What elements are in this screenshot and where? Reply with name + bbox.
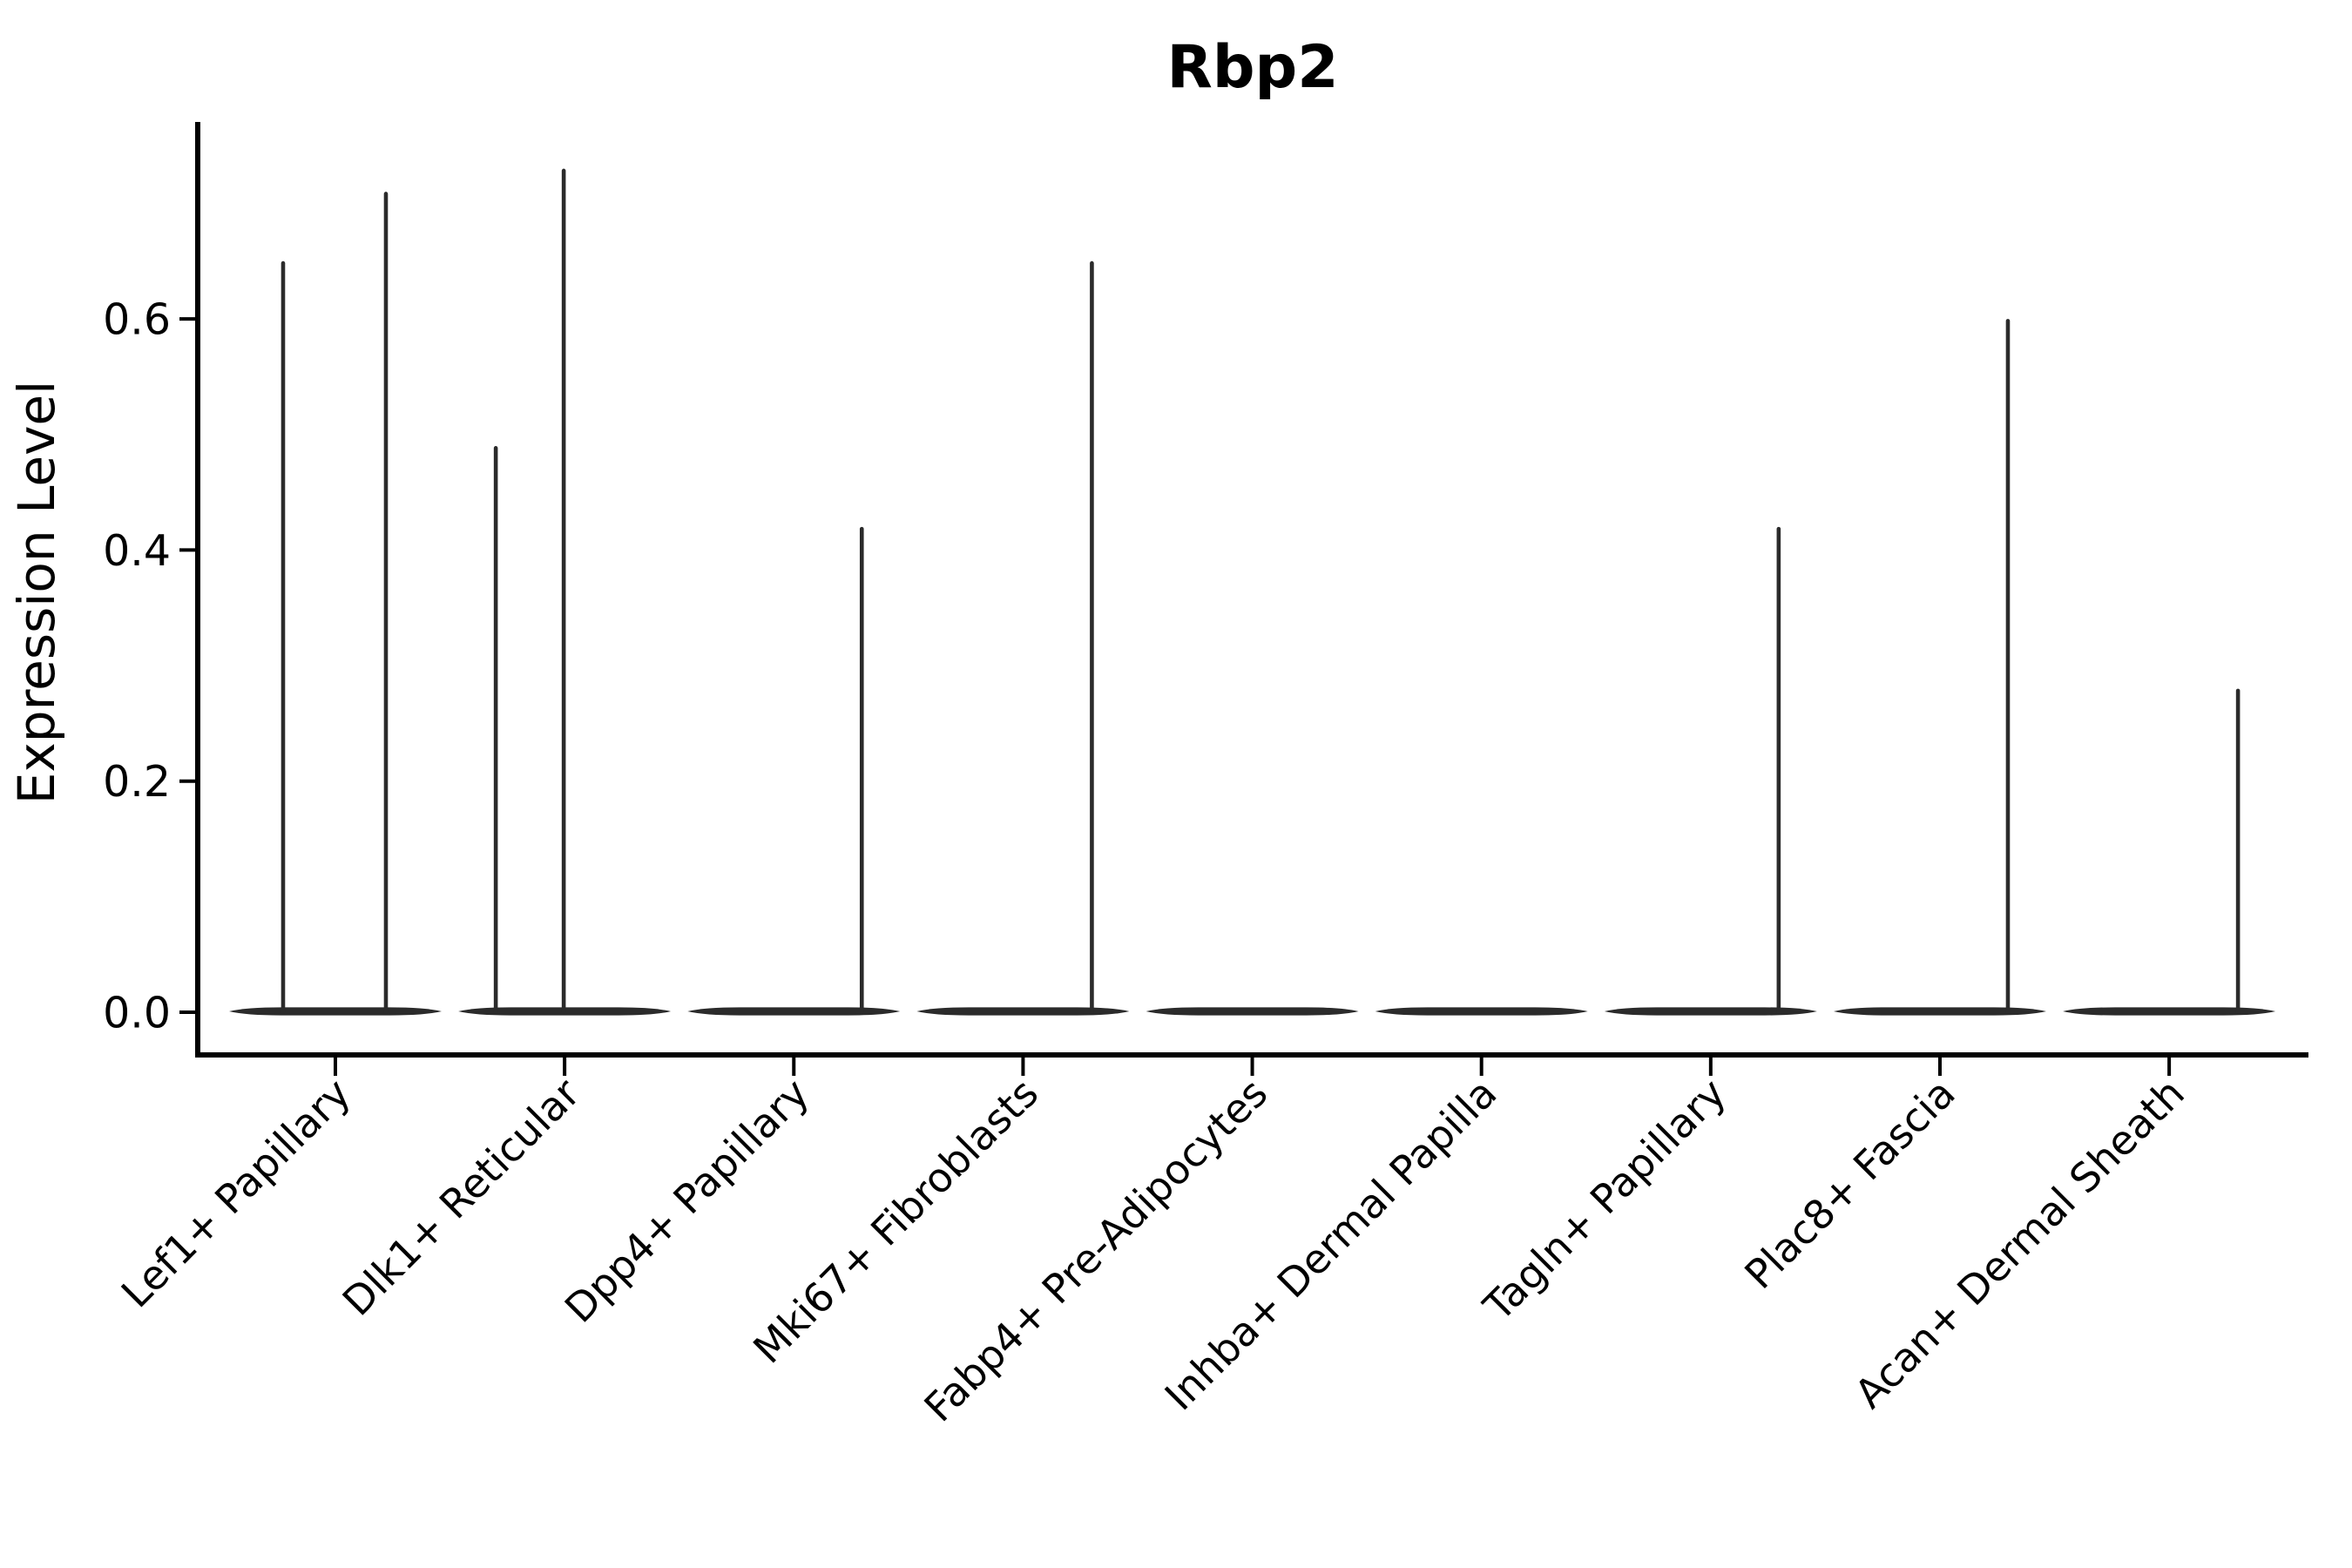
x-tick-label: Tagln+ Papillary bbox=[1474, 1070, 1735, 1331]
violin-spike bbox=[383, 192, 389, 1014]
violin-lens bbox=[1604, 1007, 1817, 1016]
y-tick-label: 0.6 bbox=[103, 294, 171, 344]
violin-lens bbox=[1375, 1007, 1588, 1016]
violin-spike bbox=[493, 446, 498, 1014]
violin-spike bbox=[561, 168, 566, 1014]
violin-spike bbox=[2005, 319, 2011, 1015]
y-tick-label: 0.0 bbox=[103, 988, 171, 1037]
violins-layer bbox=[229, 168, 2276, 1016]
y-tick-label: 0.2 bbox=[103, 757, 171, 807]
y-tick-label: 0.4 bbox=[103, 526, 171, 576]
violin-spike bbox=[1090, 260, 1094, 1014]
violin-lens bbox=[687, 1007, 901, 1016]
axes-layer bbox=[179, 122, 2308, 1076]
x-tick-label: Lef1+ Papillary bbox=[112, 1070, 360, 1317]
violin-lens bbox=[1146, 1007, 1359, 1016]
violin-lens bbox=[229, 1007, 442, 1016]
chart-title: Rbp2 bbox=[1166, 33, 1338, 102]
violin-spike bbox=[1776, 526, 1781, 1014]
violin-spike bbox=[280, 260, 286, 1014]
x-tick-label: Dpp4+ Papillary bbox=[556, 1070, 818, 1332]
y-axis-label: Expression Level bbox=[7, 381, 66, 804]
violin-lens bbox=[916, 1007, 1130, 1016]
violin-spike bbox=[859, 526, 864, 1014]
violin-lens bbox=[2063, 1007, 2276, 1016]
violin-lens bbox=[1833, 1007, 2046, 1016]
violin-spike bbox=[2235, 688, 2240, 1014]
x-tick-label: Plac8+ Fascia bbox=[1735, 1070, 1963, 1298]
x-tick-label: Dlk1+ Reticular bbox=[334, 1070, 589, 1325]
